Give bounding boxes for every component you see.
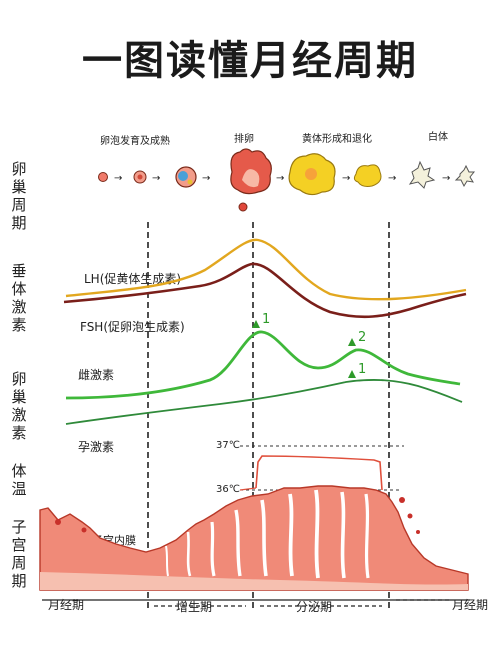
- stage-label-corpus-luteum: 黄体形成和退化: [302, 134, 372, 145]
- row-label-uterus-cycle: 子宫周期: [11, 518, 27, 590]
- arrow-icon: →: [152, 173, 160, 184]
- temperature-curve: [255, 455, 383, 491]
- progesterone-curve: [65, 379, 463, 425]
- follicle-icon-3: [175, 166, 197, 188]
- estrogen-peak1-number: 1: [262, 312, 271, 327]
- fsh-curve: [63, 262, 467, 319]
- row-label-body-temp: 体温: [11, 462, 27, 498]
- endometrium-layer: [39, 485, 469, 591]
- row-label-ovary-cycle: 卵巢周期: [11, 160, 27, 232]
- temp-label-low: 36℃: [216, 484, 240, 495]
- progesterone-peak-number: 1: [358, 362, 367, 377]
- phase-label-proliferative: 增生期: [176, 600, 213, 614]
- follicle-icon-2: [133, 170, 147, 184]
- estrogen-peak1-marker: [252, 320, 260, 328]
- stage-label-corpus-albicans: 白体: [428, 132, 448, 143]
- curve-label-lh: LH(促黄体生成素): [84, 272, 182, 286]
- arrow-icon: →: [342, 173, 350, 184]
- page-title: 一图读懂月经周期: [82, 38, 418, 84]
- arrow-icon: →: [202, 173, 210, 184]
- ovulating-follicle-icon: [230, 148, 272, 212]
- follicle-icon-1: [98, 172, 108, 182]
- arrow-icon: →: [442, 173, 450, 184]
- row-label-ovarian-hormones: 卵巢激素: [11, 370, 27, 442]
- phase-label-menstrual-end: 月经期: [452, 598, 489, 612]
- arrow-icon: →: [388, 173, 396, 184]
- curve-label-progesterone: 孕激素: [78, 440, 115, 454]
- temp-label-high: 37℃: [216, 440, 240, 451]
- progesterone-peak-marker: [348, 370, 356, 378]
- phase-label-menstrual-start: 月经期: [48, 598, 85, 612]
- stage-label-follicle: 卵泡发育及成熟: [100, 136, 170, 147]
- corpus-albicans-small-icon: [454, 164, 476, 188]
- phase-label-secretory: 分泌期: [296, 600, 333, 614]
- corpus-albicans-icon: [408, 160, 436, 189]
- corpus-luteum-icon: [288, 153, 336, 196]
- regressing-corpus-luteum-icon: [353, 164, 382, 187]
- curve-label-estrogen: 雌激素: [78, 368, 115, 382]
- lh-curve: [65, 238, 467, 301]
- arrow-icon: →: [114, 173, 122, 184]
- estrogen-peak2-number: 2: [358, 330, 367, 345]
- estrogen-peak2-marker: [348, 338, 356, 346]
- row-label-pituitary-hormones: 垂体激素: [11, 262, 27, 334]
- stage-label-ovulation: 排卵: [234, 134, 254, 145]
- curve-label-fsh: FSH(促卵泡生成素): [80, 320, 185, 334]
- arrow-icon: →: [276, 173, 284, 184]
- temperature-curve-low-segment: [239, 487, 257, 491]
- estrogen-curve: [65, 330, 461, 400]
